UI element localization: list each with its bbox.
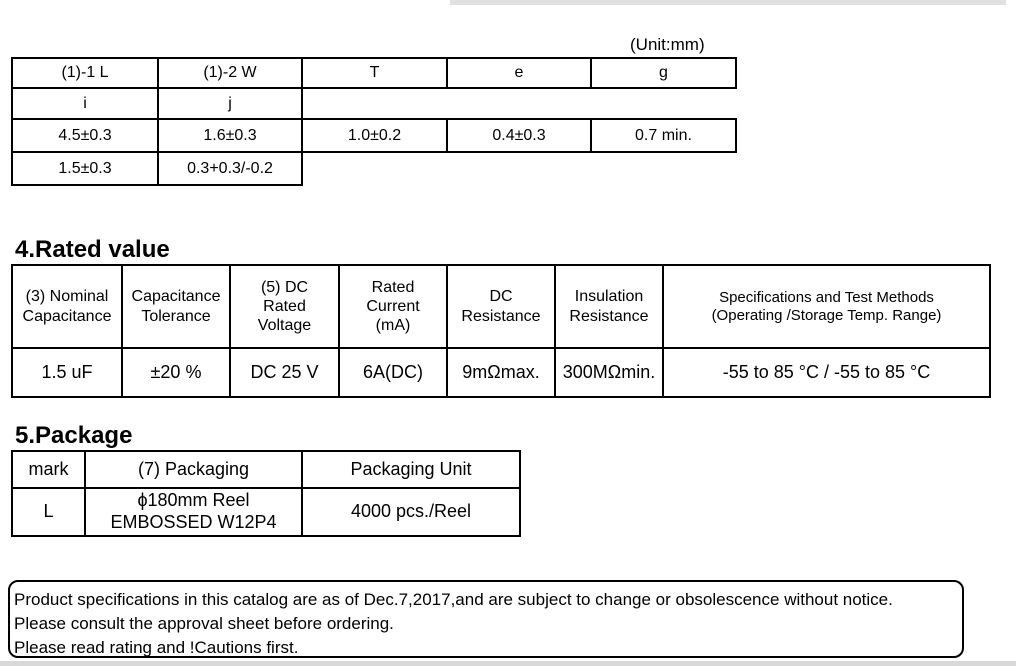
bottom-scroll-bar <box>0 661 1016 666</box>
header-cell: Capacitance Tolerance <box>121 264 231 349</box>
header-cell: j <box>157 87 303 120</box>
header-cell: i <box>11 87 159 120</box>
rated-value-title: 4.Rated value <box>15 236 170 263</box>
top-scroll-bar <box>450 0 1006 5</box>
value-cell: 0.3+0.3/-0.2 <box>157 151 303 186</box>
mark-cell: L <box>11 487 86 537</box>
value-cell: 1.5±0.3 <box>11 151 159 186</box>
value-cell: -55 to 85 °C / -55 to 85 °C <box>662 347 991 398</box>
header-cell: g <box>590 57 737 89</box>
notice-line: Product specifications in this catalog a… <box>14 590 893 609</box>
dimensions-table: (1)-1 L (1)-2 W T e g i j 4.5±0.3 1.6±0.… <box>11 57 737 186</box>
value-cell: 1.6±0.3 <box>157 118 303 153</box>
header-cell: e <box>446 57 592 89</box>
notice-line: Please consult the approval sheet before… <box>14 614 394 633</box>
header-cell: Specifications and Test Methods (Operati… <box>662 264 991 349</box>
unit-cell: 4000 pcs./Reel <box>301 487 521 537</box>
package-title: 5.Package <box>15 422 133 449</box>
value-cell: 1.5 uF <box>11 347 123 398</box>
blank-area <box>302 151 736 185</box>
header-cell: (3) Nominal Capacitance <box>11 264 123 349</box>
header-cell: (1)-2 W <box>157 57 303 89</box>
value-cell: 6A(DC) <box>338 347 448 398</box>
packaging-line: EMBOSSED W12P4 <box>110 512 277 532</box>
value-cell: DC 25 V <box>229 347 340 398</box>
header-cell: (7) Packaging <box>84 450 303 489</box>
notice-line: Please read rating and !Cautions first. <box>14 638 299 657</box>
header-cell: (5) DC Rated Voltage <box>229 264 340 349</box>
header-cell: mark <box>11 450 86 489</box>
package-table: mark (7) Packaging Packaging Unit L ϕ180… <box>11 450 521 537</box>
value-cell: 1.0±0.2 <box>301 118 448 153</box>
value-cell: 9mΩmax. <box>446 347 556 398</box>
unit-note: (Unit:mm) <box>630 35 705 54</box>
value-cell: 300MΩmin. <box>554 347 664 398</box>
header-cell: (1)-1 L <box>11 57 159 89</box>
header-cell: DC Resistance <box>446 264 556 349</box>
notice-box: Product specifications in this catalog a… <box>8 580 964 658</box>
value-cell: 4.5±0.3 <box>11 118 159 153</box>
value-cell: 0.4±0.3 <box>446 118 592 153</box>
value-cell: ±20 % <box>121 347 231 398</box>
packaging-cell: ϕ180mm Reel EMBOSSED W12P4 <box>84 487 303 537</box>
rated-value-table: (3) Nominal Capacitance Capacitance Tole… <box>11 264 991 398</box>
empty-cell <box>301 87 736 120</box>
packaging-line: ϕ180mm Reel <box>137 490 250 511</box>
header-cell: Insulation Resistance <box>554 264 664 349</box>
header-cell: T <box>301 57 448 89</box>
header-cell: Packaging Unit <box>301 450 521 489</box>
header-cell: Rated Current (mA) <box>338 264 448 349</box>
value-cell: 0.7 min. <box>590 118 737 153</box>
